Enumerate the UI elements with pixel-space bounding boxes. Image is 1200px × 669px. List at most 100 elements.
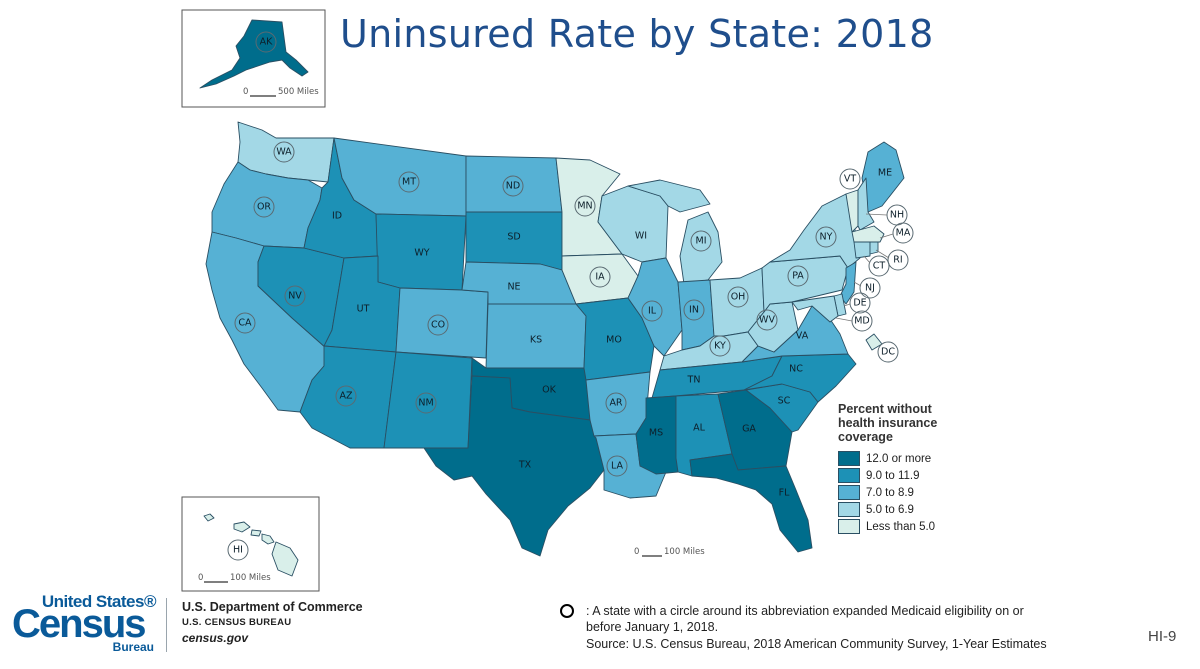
medicaid-circle-MI (690, 230, 712, 252)
state-label-group-OH: OH (727, 286, 749, 308)
state-label-AK: AK (260, 37, 273, 48)
map-legend: Percent without health insurance coverag… (838, 402, 988, 535)
legend-item-4: Less than 5.0 (838, 518, 988, 535)
state-label-NC: NC (789, 364, 803, 375)
state-label-group-PA: PA (787, 265, 809, 287)
state-RI (869, 241, 879, 255)
medicaid-circle-IN (683, 299, 705, 321)
state-label-group-TX: TX (518, 460, 532, 471)
legend-title-line-3: coverage (838, 430, 893, 444)
leader-lines (835, 213, 894, 322)
medicaid-circle-NY (815, 226, 837, 248)
legend-title-line-1: Percent without (838, 402, 932, 416)
medicaid-circle-OR (253, 196, 275, 218)
state-label-NE: NE (507, 282, 520, 293)
state-label-group-UT: UT (357, 304, 370, 315)
logo-united-states: United States® (41, 592, 157, 611)
state-label-group-MA: MA (892, 222, 914, 244)
legend-title: Percent without health insurance coverag… (838, 402, 988, 444)
medicaid-circle-DE (849, 292, 871, 314)
state-label-group-GA: GA (742, 424, 756, 435)
state-MD (791, 295, 839, 323)
state-IL (627, 257, 683, 357)
state-label-AL: AL (693, 423, 705, 434)
state-label-group-OK: OK (542, 385, 556, 396)
state-label-group-MN: MN (574, 195, 596, 217)
state-label-MI: MI (696, 236, 707, 247)
leader-line-ma (879, 233, 894, 239)
state-label-FL: FL (779, 488, 790, 499)
legend-swatch-2 (838, 485, 860, 500)
state-label-group-FL: FL (779, 488, 790, 499)
state-label-group-HI: HI (227, 539, 249, 561)
state-label-CO: CO (431, 320, 445, 331)
hawaii-inset-frame (181, 496, 320, 592)
state-label-group-CT: CT (868, 255, 890, 277)
legend-label-1: 9.0 to 11.9 (866, 469, 920, 482)
state-label-group-WA: WA (273, 141, 295, 163)
state-labels: WA OR CA NV ID MT WY UT AZ CO NM ND SD N… (234, 141, 914, 499)
state-label-group-NC: NC (789, 364, 803, 375)
medicaid-circle-ND (502, 175, 524, 197)
leader-line-ct (863, 255, 871, 264)
state-label-ME: ME (878, 168, 892, 179)
state-label-MN: MN (577, 201, 592, 212)
state-label-group-VA: VA (796, 331, 809, 342)
state-NH (857, 177, 875, 231)
leader-line-nh (865, 213, 888, 216)
state-label-DE: DE (853, 298, 866, 309)
state-NC (743, 353, 857, 403)
state-label-MT: MT (402, 177, 416, 188)
department-block: U.S. Department of Commerce U.S. CENSUS … (182, 600, 363, 645)
state-CT (853, 241, 871, 259)
state-label-group-SC: SC (778, 396, 791, 407)
leader-line-ri (875, 249, 890, 259)
state-label-group-IA: IA (589, 266, 611, 288)
state-label-WY: WY (414, 248, 429, 259)
footnote: : A state with a circle around its abbre… (560, 603, 1060, 652)
alaska-scale-label: 500 Miles (278, 87, 319, 97)
state-label-NY: NY (820, 232, 833, 243)
state-label-ID: ID (332, 211, 342, 222)
state-label-NJ: NJ (865, 283, 875, 294)
state-label-group-RI: RI (887, 249, 909, 271)
state-label-group-VT: VT (839, 168, 861, 190)
medicaid-circle-CO (427, 314, 449, 336)
logo-divider (166, 598, 167, 652)
state-label-DC: DC (881, 347, 895, 358)
state-label-group-NY: NY (815, 226, 837, 248)
medicaid-circle-NM (415, 392, 437, 414)
state-label-group-WV: WV (756, 309, 778, 331)
state-label-VA: VA (796, 331, 809, 342)
medicaid-circle-WV (756, 309, 778, 331)
state-AK (199, 19, 309, 89)
state-label-NM: NM (418, 398, 433, 409)
state-label-group-DE: DE (849, 292, 871, 314)
legend-label-0: 12.0 or more (866, 452, 932, 465)
state-label-WV: WV (759, 315, 775, 326)
leader-line-md (835, 317, 853, 322)
state-label-SD: SD (507, 232, 520, 243)
state-TX (411, 375, 605, 557)
state-FL (689, 453, 813, 553)
state-label-TX: TX (518, 460, 532, 471)
legend-swatch-4 (838, 519, 860, 534)
state-label-group-DC: DC (877, 341, 899, 363)
department-url: census.gov (182, 631, 249, 645)
legend-item-2: 7.0 to 8.9 (838, 484, 988, 501)
medicaid-circle-CA (234, 312, 256, 334)
state-label-group-ME: ME (878, 168, 892, 179)
state-MA (851, 225, 885, 243)
state-label-group-MO: MO (606, 335, 622, 346)
footnote-text: : A state with a circle around its abbre… (586, 604, 1024, 634)
state-label-group-SD: SD (507, 232, 520, 243)
medicaid-circle-CT (868, 255, 890, 277)
page-number: HI-9 (1148, 628, 1177, 645)
state-label-group-MT: MT (398, 171, 420, 193)
state-label-group-KY: KY (709, 335, 731, 357)
census-bureau-logo: United States® Census Bureau (12, 592, 160, 654)
state-HI (203, 513, 299, 577)
state-label-MS: MS (649, 428, 663, 439)
map-title: Uninsured Rate by State: 2018 (340, 12, 934, 56)
state-label-AZ: AZ (339, 391, 352, 402)
